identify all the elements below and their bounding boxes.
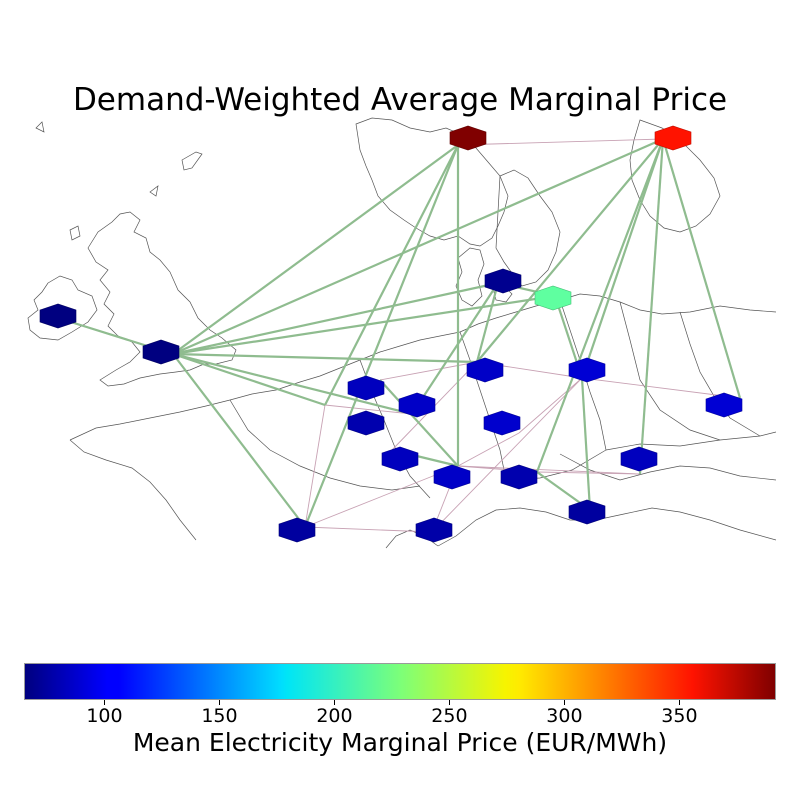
bus-node-n13 [568, 357, 606, 383]
bus-node-n18 [568, 499, 606, 525]
hvdc-link-n2-n19 [638, 138, 665, 475]
bus-node-n8 [398, 392, 436, 418]
coastline [27, 117, 777, 549]
ac-line-n1-n2 [457, 138, 664, 146]
colorbar-tick: 300 [534, 700, 594, 727]
ac-line-n15-n13 [518, 377, 583, 434]
hvdc-link-n4-n8 [172, 352, 413, 416]
bus-node-n10 [347, 410, 385, 436]
bus-node-n9 [466, 357, 504, 383]
colorbar-tick-label: 150 [201, 705, 238, 727]
bus-node-n4 [142, 339, 180, 365]
hvdc-link-n4-n12 [172, 353, 306, 528]
hvdc-link-n5-n9 [475, 282, 500, 363]
colorbar-tick: 100 [74, 700, 134, 727]
hvdc-link-n1-n4 [172, 144, 459, 355]
hvdc-link-n2-n16 [535, 138, 665, 473]
hvdc-link-n4-n6 [172, 294, 556, 356]
bus-node-n5 [484, 268, 522, 294]
hvdc-link-n2-n4 [172, 137, 664, 356]
hvdc-link-n4-n10 [172, 352, 326, 407]
ac-line-n7-n9 [379, 361, 478, 381]
bus-node-n12 [278, 517, 316, 543]
ac-line-n20-n12 [304, 526, 433, 533]
ac-line-n12-n11 [304, 465, 459, 528]
bus-node-n1 [449, 125, 487, 151]
colorbar-tick-label: 250 [431, 705, 468, 727]
colorbar [24, 663, 776, 700]
hvdc-link-n1-n12 [303, 144, 460, 528]
hvdc-link-n4-n5 [172, 281, 499, 356]
bus-node-n15 [483, 410, 521, 436]
hvdc-link-n1-n10 [324, 144, 459, 406]
ac-line-n15-n11 [457, 432, 520, 467]
bus-nodes [39, 125, 743, 543]
bus-node-n11 [433, 464, 471, 490]
bus-node-n16 [500, 464, 538, 490]
hvdc-link-n11-n7 [379, 379, 459, 467]
hvdc-link-n4-n9 [172, 352, 478, 364]
bus-node-n20 [415, 517, 453, 543]
bus-node-n19 [620, 446, 658, 472]
hvdc-link-n2-n13 [580, 138, 665, 379]
colorbar-tick: 200 [304, 700, 364, 727]
hvdc-link-n13-n18 [580, 377, 592, 511]
hvdc-link-n5-n8 [411, 282, 499, 415]
colorbar-ticks: 100 150 200 250 300 350 [24, 700, 776, 728]
bus-node-n2 [654, 125, 692, 151]
bus-node-n17 [381, 446, 419, 472]
ac-line-n8-n10 [324, 404, 413, 415]
map-title: Demand-Weighted Average Marginal Price [72, 82, 728, 118]
hvdc-link-n2-n9 [476, 138, 664, 363]
ac-line-n13-n20 [431, 377, 583, 533]
colorbar-tick-label: 200 [316, 705, 353, 727]
bus-node-n14 [705, 392, 743, 418]
colorbar-tick-label: 100 [86, 705, 123, 727]
ac-line-n11-n19 [457, 465, 641, 475]
colorbar-tick: 250 [419, 700, 479, 727]
bus-node-n7 [347, 375, 385, 401]
colorbar-tick-label: 350 [661, 705, 698, 727]
colorbar-tick-label: 300 [546, 705, 583, 727]
colorbar-label: Mean Electricity Marginal Price (EUR/MWh… [132, 728, 668, 757]
colorbar-tick: 150 [189, 700, 249, 727]
ac-line-n13-n14 [581, 377, 741, 399]
hvdc-link-n2-n14 [661, 138, 742, 399]
colorbar-tick: 350 [649, 700, 709, 727]
bus-node-n3 [39, 303, 77, 329]
ac-line-n10-n12 [304, 404, 326, 528]
bus-node-n6 [534, 285, 572, 311]
